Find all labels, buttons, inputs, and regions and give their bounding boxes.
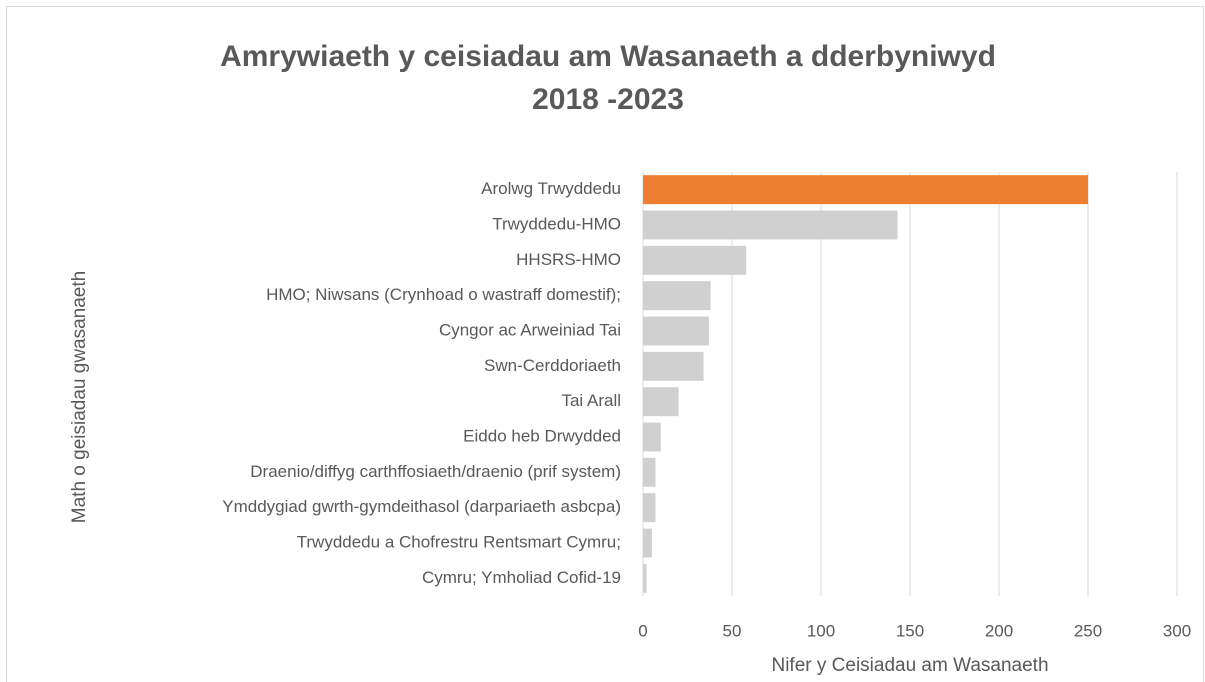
bar [643,175,1088,205]
bar [643,457,656,487]
x-tick-label: 300 [1163,621,1191,640]
y-tick-label: Cyngor ac Arweiniad Tai [439,320,621,339]
bar [643,493,656,523]
bar [643,245,747,275]
chart-title: 2018 -2023 [532,83,684,116]
bar [643,563,647,593]
x-tick-label: 50 [723,621,742,640]
bar [643,210,898,240]
chart-border [6,6,1204,682]
bar [643,316,709,346]
y-tick-label: Trwyddedu a Chofrestru Rentsmart Cymru; [297,532,621,551]
y-tick-label: Draenio/diffyg carthffosiaeth/draenio (p… [250,462,621,481]
y-tick-label: Ymddygiad gwrth-gymdeithasol (darpariaet… [222,497,621,516]
bar [643,281,711,311]
chart-title: Amrywiaeth y ceisiadau am Wasanaeth a dd… [220,40,996,73]
y-tick-label: HMO; Niwsans (Crynhoad o wastraff domest… [266,285,621,304]
bar [643,351,704,381]
y-tick-label: Eiddo heb Drwydded [463,426,621,445]
x-axis-title: Nifer y Ceisiadau am Wasanaeth [771,655,1048,676]
bar [643,387,679,417]
y-axis-title: Math o geisiadau gwasanaeth [69,271,90,523]
y-tick-label: Cymru; Ymholiad Cofid-19 [422,568,621,587]
y-tick-label: Arolwg Trwyddedu [481,179,621,198]
y-tick-label: Trwyddedu-HMO [492,214,621,233]
y-tick-label: Tai Arall [561,391,621,410]
y-tick-label: Swn-Cerddoriaeth [484,356,621,375]
y-tick-label: HHSRS-HMO [516,250,621,269]
x-tick-label: 0 [638,621,647,640]
bar [643,422,661,452]
bar [643,528,652,558]
x-tick-label: 250 [1074,621,1102,640]
x-tick-label: 100 [807,621,835,640]
x-tick-label: 200 [985,621,1013,640]
x-tick-label: 150 [896,621,924,640]
